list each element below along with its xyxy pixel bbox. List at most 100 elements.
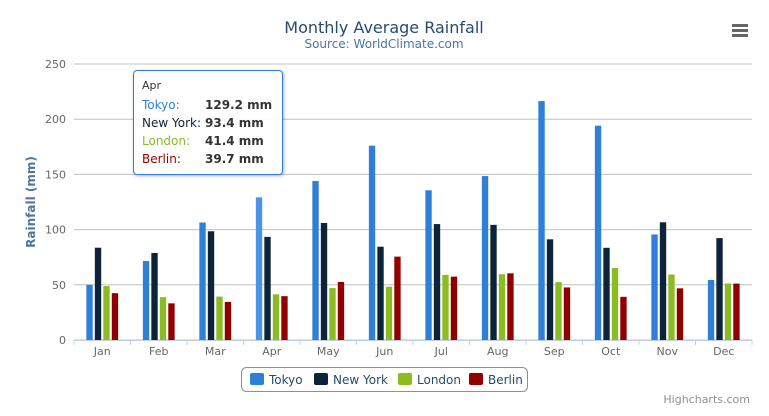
bar-new-york-feb[interactable] (151, 253, 158, 340)
legend-item-new-york[interactable]: New York (314, 373, 388, 387)
tooltip-series-name: London: (142, 134, 191, 148)
bar-new-york-dec[interactable] (716, 238, 723, 340)
legend-label: New York (333, 373, 388, 387)
legend-item-tokyo[interactable]: Tokyo (250, 373, 303, 387)
bar-tokyo-jan[interactable] (86, 284, 93, 340)
y-tick-label: 200 (45, 113, 66, 126)
bar-tokyo-nov[interactable] (651, 234, 658, 340)
bar-berlin-may[interactable] (337, 281, 345, 340)
bar-tokyo-dec[interactable] (707, 279, 715, 340)
bar-london-nov[interactable] (668, 274, 675, 340)
bar-berlin-mar[interactable] (224, 301, 232, 340)
x-tick-label: Jul (434, 345, 448, 358)
x-tick-label: Dec (713, 345, 734, 358)
chart-title: Monthly Average Rainfall (284, 18, 483, 37)
bar-berlin-sep[interactable] (563, 287, 571, 340)
bar-new-york-jun[interactable] (377, 246, 384, 340)
x-tick-label: May (317, 345, 340, 358)
tooltip-value: 129.2 mm (205, 98, 273, 112)
chart-subtitle: Source: WorldClimate.com (304, 37, 463, 51)
y-tick-label: 50 (52, 279, 66, 292)
bar-tokyo-aug[interactable] (481, 176, 489, 340)
tooltip-header: Apr (142, 79, 162, 92)
bar-london-mar[interactable] (216, 296, 223, 340)
y-tick-label: 150 (45, 168, 66, 181)
bar-berlin-dec[interactable] (733, 283, 740, 340)
bar-tokyo-may[interactable] (312, 181, 319, 340)
legend-symbol (250, 373, 264, 385)
x-tick-label: Mar (205, 345, 226, 358)
bar-tokyo-jun[interactable] (368, 145, 376, 340)
bar-london-jun[interactable] (385, 286, 393, 340)
bar-berlin-jan[interactable] (111, 293, 119, 340)
bar-berlin-oct[interactable] (620, 296, 627, 340)
x-tick-label: Nov (657, 345, 679, 358)
tooltip-row: New York: 93.4 mm (142, 114, 272, 132)
legend-item-london[interactable]: London (398, 373, 461, 387)
legend-box (241, 367, 528, 392)
bar-tokyo-mar[interactable] (199, 222, 206, 340)
bar-london-aug[interactable] (498, 274, 506, 340)
x-tick-label: Feb (149, 345, 168, 358)
hamburger-menu-icon[interactable] (730, 22, 750, 38)
bar-new-york-mar[interactable] (207, 231, 215, 340)
bar-berlin-jul[interactable] (450, 276, 458, 340)
bar-tokyo-oct[interactable] (594, 125, 602, 341)
bar-new-york-nov[interactable] (659, 222, 667, 340)
bar-berlin-apr[interactable] (281, 296, 288, 340)
bar-london-dec[interactable] (724, 283, 732, 340)
tooltip-value: 39.7 mm (205, 152, 264, 166)
tooltip-series-name: Tokyo: (142, 98, 180, 112)
y-tick-label: 100 (45, 224, 66, 237)
bar-tokyo-sep[interactable] (538, 101, 545, 341)
y-tick-label: 250 (45, 58, 66, 71)
x-tick-label: Aug (487, 345, 508, 358)
tooltip-row: London: 41.4 mm (142, 132, 272, 150)
bar-new-york-may[interactable] (320, 222, 328, 340)
bar-tokyo-apr[interactable] (255, 197, 263, 340)
tooltip-value: 41.4 mm (205, 134, 264, 148)
tooltip: Apr Tokyo: 129.2 mm New York: 93.4 mm Lond… (133, 70, 283, 175)
bar-new-york-oct[interactable] (603, 247, 610, 340)
bar-london-apr[interactable] (272, 294, 280, 340)
bar-berlin-nov[interactable] (676, 288, 684, 340)
x-tick-label: Oct (601, 345, 621, 358)
tooltip-series-name: New York: (142, 116, 201, 130)
bar-berlin-feb[interactable] (168, 303, 175, 340)
bar-london-jul[interactable] (442, 274, 449, 340)
y-axis-label: Rainfall (mm) (24, 156, 38, 248)
bar-berlin-jun[interactable] (394, 256, 401, 340)
legend-item-berlin[interactable]: Berlin (469, 373, 523, 387)
bar-london-sep[interactable] (555, 282, 562, 340)
credits-link[interactable]: Highcharts.com (663, 393, 750, 406)
x-tick-label: Sep (544, 345, 565, 358)
bar-new-york-jul[interactable] (433, 224, 441, 340)
legend-label: Tokyo (268, 373, 303, 387)
bar-new-york-aug[interactable] (490, 224, 497, 340)
bar-new-york-apr[interactable] (264, 236, 271, 340)
bar-london-feb[interactable] (159, 297, 167, 340)
bar-berlin-aug[interactable] (507, 273, 514, 340)
bar-tokyo-jul[interactable] (425, 190, 432, 340)
tooltip-value: 93.4 mm (205, 116, 264, 130)
bar-new-york-jan[interactable] (94, 247, 102, 340)
bar-tokyo-feb[interactable] (142, 261, 150, 340)
legend-label: London (417, 373, 461, 387)
bar-london-may[interactable] (329, 288, 336, 340)
x-tick-label: Jan (93, 345, 111, 358)
legend-symbol (398, 373, 412, 385)
x-tick-label: Apr (262, 345, 282, 358)
y-tick-label: 0 (59, 334, 66, 347)
legend-symbol (314, 373, 328, 385)
bar-new-york-sep[interactable] (546, 239, 554, 340)
bar-london-oct[interactable] (611, 268, 619, 340)
tooltip-row: Tokyo: 129.2 mm (142, 96, 272, 114)
x-tick-label: Jun (375, 345, 393, 358)
tooltip-row: Berlin: 39.7 mm (142, 150, 272, 168)
bar-london-jan[interactable] (103, 286, 110, 340)
tooltip-series-name: Berlin: (142, 152, 181, 166)
legend-label: Berlin (488, 373, 523, 387)
legend-symbol (469, 373, 483, 385)
